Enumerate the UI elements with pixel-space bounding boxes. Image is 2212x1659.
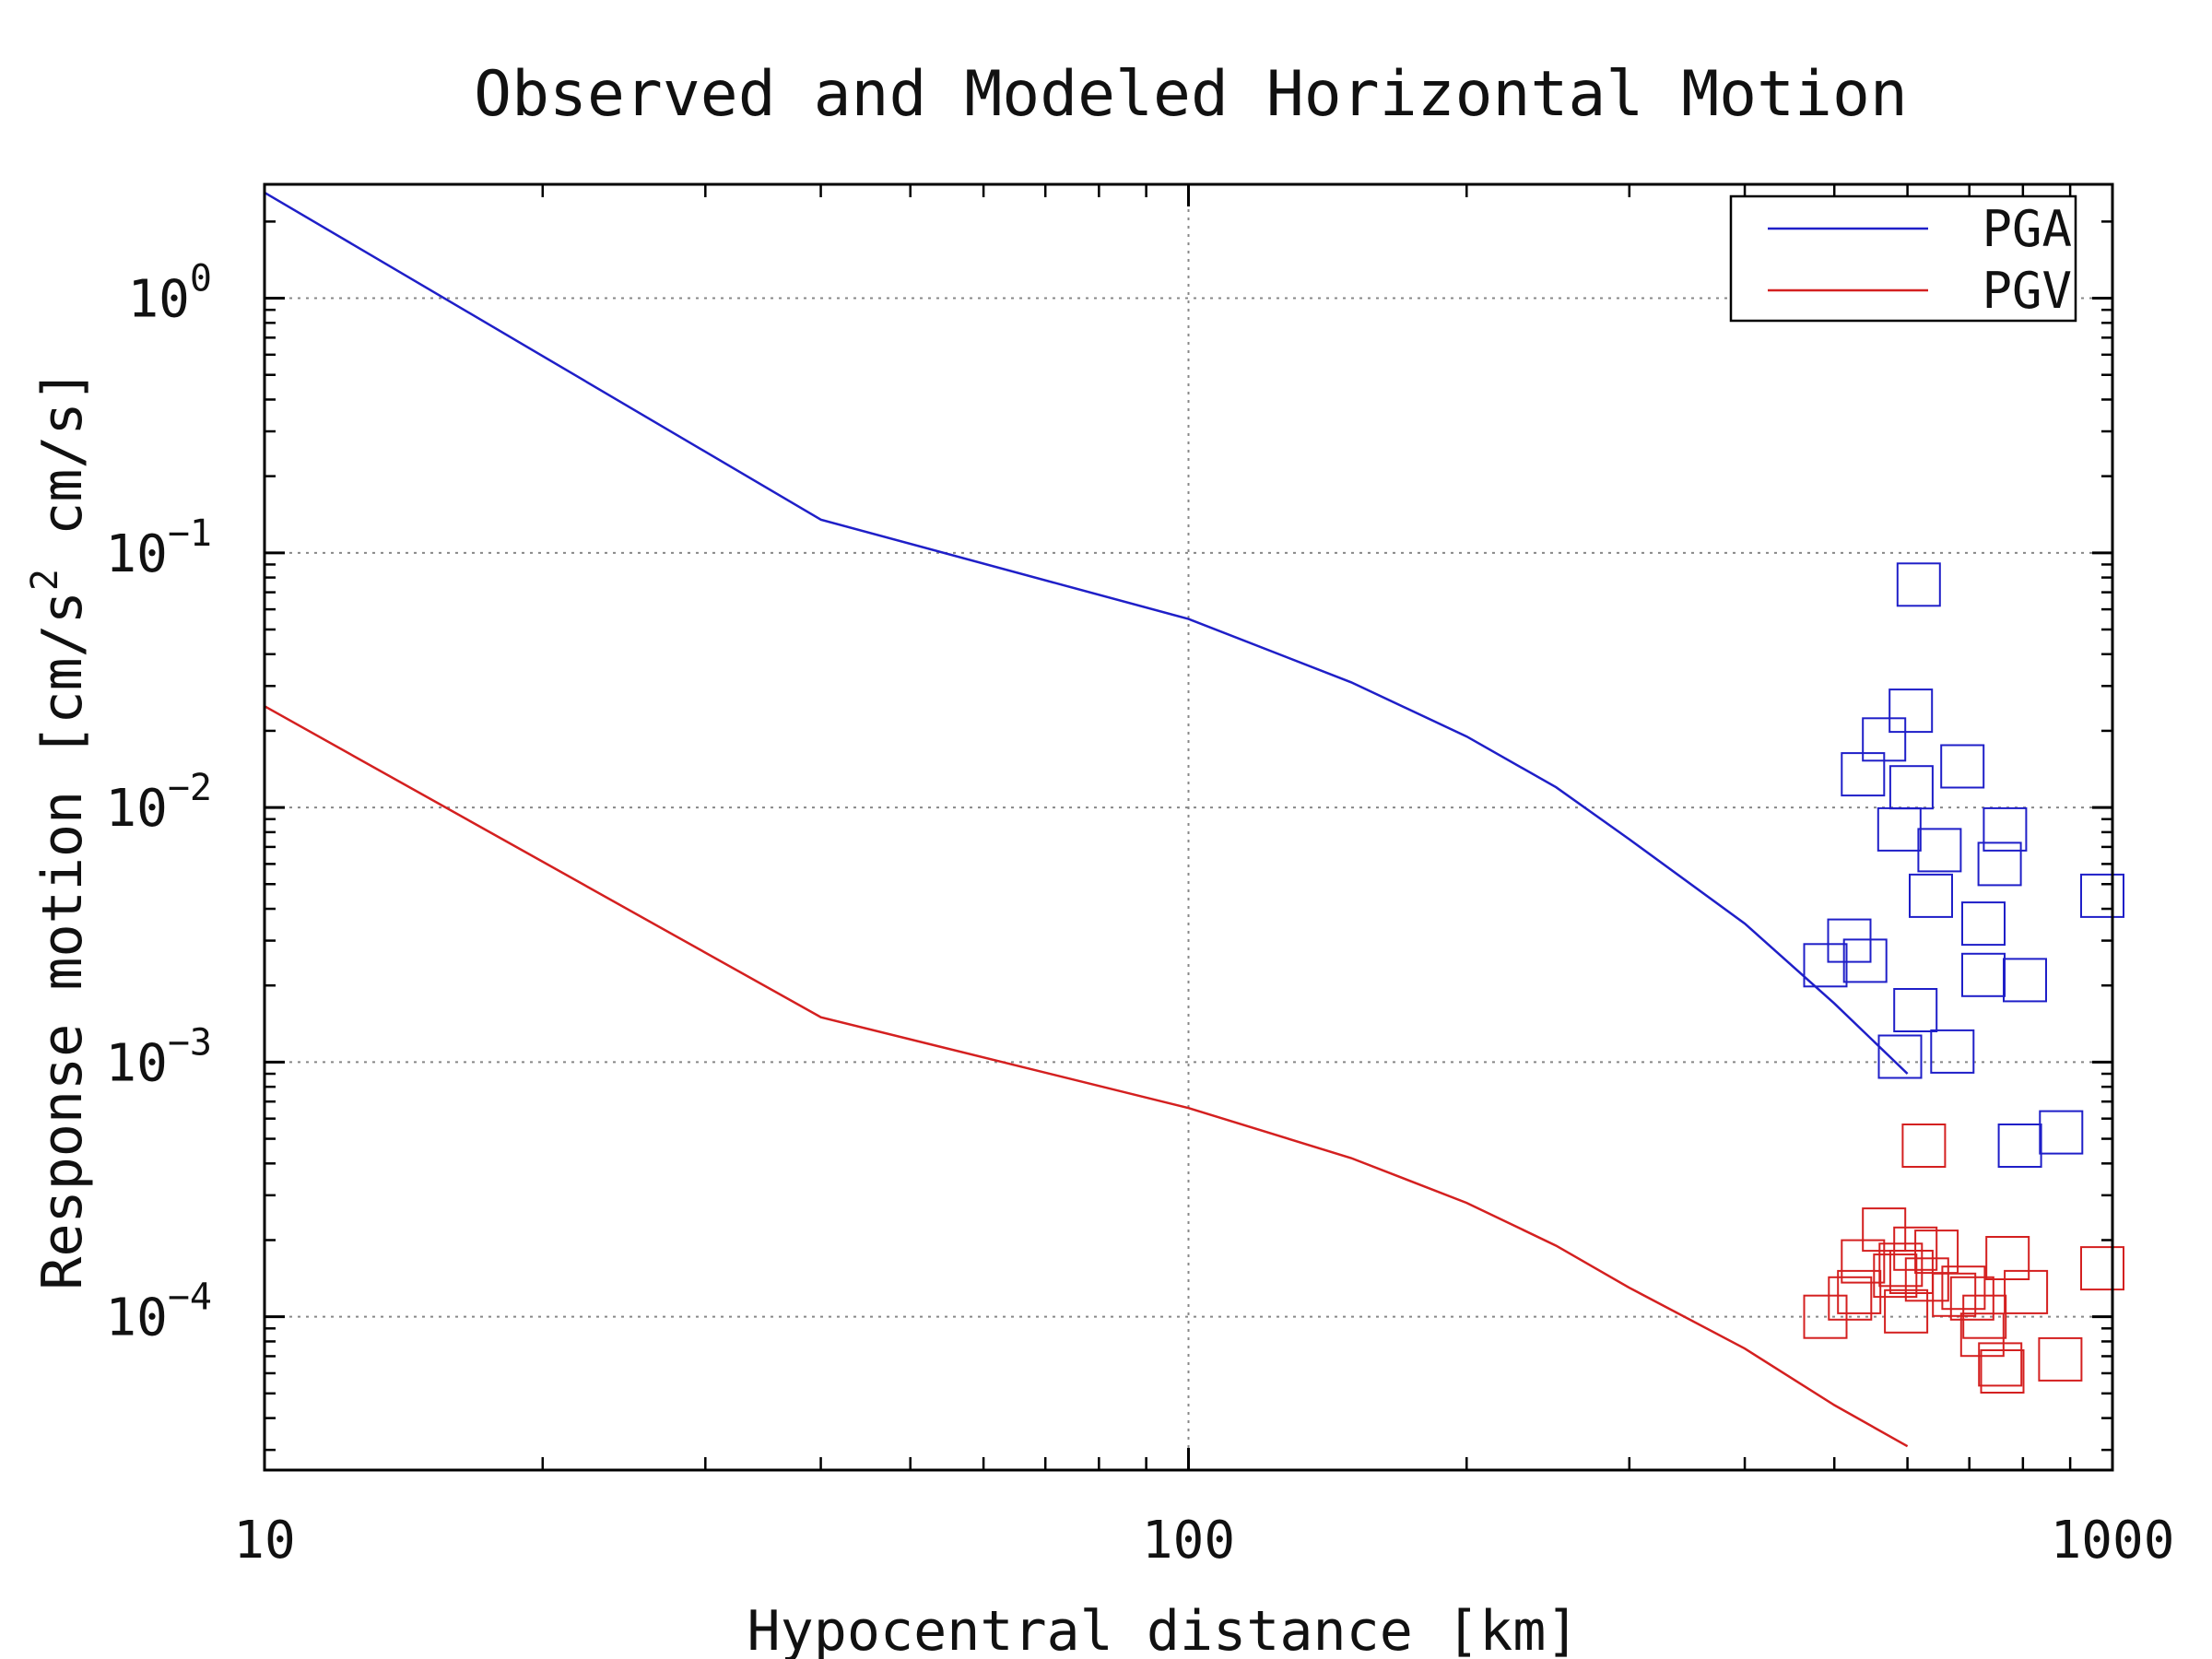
marker-pga — [1888, 765, 1934, 810]
marker-pga — [1893, 988, 1938, 1032]
legend-box — [1729, 194, 2077, 323]
plot-frame — [263, 182, 2114, 1472]
marker-pgv — [1901, 1124, 1947, 1168]
y-tick-label: 10−4 — [105, 1277, 212, 1348]
marker-pga — [2039, 1110, 2084, 1155]
marker-pga — [2003, 958, 2047, 1003]
marker-pga — [2080, 873, 2124, 918]
marker-pga — [1983, 806, 2028, 852]
x-tick-label: 10 — [233, 1511, 295, 1571]
y-axis-label-sup: 2 — [24, 569, 66, 591]
marker-pga — [1930, 1029, 1975, 1074]
model-lines — [264, 191, 1909, 1448]
marker-pgv — [1985, 1236, 2030, 1280]
y-tick-label: 10−1 — [105, 512, 212, 584]
y-axis-label: Response motion [cm/s2 cm/s] — [24, 369, 95, 1289]
marker-pgv — [1884, 1288, 1929, 1334]
marker-pga — [1940, 744, 1985, 789]
marker-pgv — [1978, 1342, 2023, 1387]
marker-pgv — [1980, 1349, 2025, 1394]
model-line-pga — [264, 191, 1909, 1075]
chart-title: Observed and Modeled Horizontal Motion — [474, 58, 1908, 131]
marker-pga — [1842, 938, 1888, 983]
model-line-pgv — [264, 705, 1909, 1448]
y-tick-label: 100 — [127, 258, 212, 330]
marker-pga — [1803, 943, 1848, 988]
marker-pgv — [2080, 1246, 2124, 1291]
x-tick-labels: 10 100 1000 — [233, 1511, 2174, 1571]
y-axis-label-end: cm/s] — [30, 369, 95, 569]
marker-pgv — [2038, 1336, 2083, 1382]
legend: PGA PGV — [1729, 194, 2077, 323]
y-tick-labels: 100 10−1 10−2 10−3 10−4 — [105, 258, 212, 1348]
marker-pga — [1917, 828, 1962, 873]
marker-pgv — [1959, 1312, 2005, 1358]
marker-pgv — [1949, 1276, 1994, 1321]
marker-pgv — [2004, 1269, 2049, 1314]
y-tick-label: 10−2 — [105, 767, 212, 839]
marker-pgv — [1837, 1269, 1882, 1314]
marker-pga — [1909, 873, 1953, 918]
plot-area — [263, 182, 2124, 1472]
grid — [265, 184, 2112, 1470]
marker-pga — [1841, 752, 1886, 797]
legend-label-pga: PGA — [1982, 200, 2072, 258]
marker-pga — [1896, 562, 1941, 607]
x-axis-label: Hypocentral distance [km] — [747, 1599, 1579, 1659]
marker-pgv — [1803, 1294, 1848, 1339]
marker-pgv — [1878, 1242, 1924, 1288]
y-tick-label: 10−3 — [105, 1021, 212, 1093]
marker-pgv — [1962, 1294, 2007, 1339]
marker-pga — [1877, 1034, 1923, 1079]
x-tick-label: 1000 — [2051, 1511, 2175, 1571]
y-axis-label-main: Response motion [cm/s — [30, 591, 95, 1290]
marker-pga — [1997, 1124, 2042, 1168]
legend-label-pgv: PGV — [1982, 262, 2072, 320]
marker-pga — [1961, 901, 2006, 947]
marker-pga — [1877, 806, 1922, 852]
marker-pgv — [1888, 1250, 1934, 1294]
x-tick-label: 100 — [1142, 1511, 1235, 1571]
marker-pga — [1827, 918, 1872, 963]
marker-pgv — [1841, 1239, 1886, 1284]
marker-pga — [1977, 841, 2022, 887]
minor-ticks — [263, 184, 2114, 1470]
marker-pgv — [1873, 1253, 1918, 1299]
marker-pgv — [1828, 1276, 1873, 1321]
marker-pga — [1961, 952, 2006, 997]
observed-markers — [1803, 562, 2124, 1394]
marker-pga — [1888, 688, 1934, 734]
